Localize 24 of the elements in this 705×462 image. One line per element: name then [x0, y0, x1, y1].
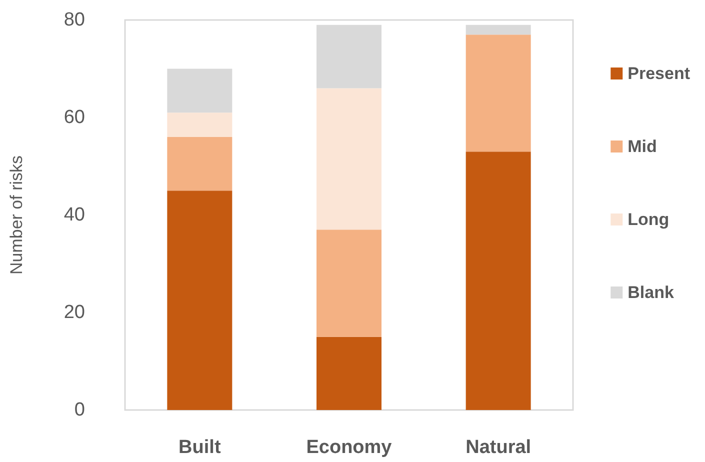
bar [466, 24, 531, 35]
y-tick-label: 40 [64, 204, 85, 226]
bar [316, 24, 382, 88]
x-tick-label: Economy [306, 437, 392, 458]
y-tick-label: 60 [64, 107, 85, 128]
bar [316, 88, 382, 230]
legend-label: Mid [628, 137, 657, 156]
bar [466, 34, 531, 152]
bar [167, 190, 232, 410]
bar [167, 68, 232, 113]
legend-label: Long [628, 210, 670, 229]
bar [316, 336, 382, 410]
y-tick-label: 80 [64, 10, 85, 30]
bar [466, 152, 531, 410]
x-tick-label: Natural [466, 437, 532, 458]
bar [167, 112, 232, 137]
legend-label: Present [628, 64, 690, 83]
bar [316, 230, 382, 337]
legend-label: Blank [628, 283, 674, 302]
y-tick-label: 0 [74, 400, 85, 420]
bar [167, 137, 232, 191]
y-tick-label: 20 [64, 302, 85, 323]
y-axis-title: Number of risks [7, 155, 26, 275]
x-tick-label: Built [178, 437, 222, 458]
